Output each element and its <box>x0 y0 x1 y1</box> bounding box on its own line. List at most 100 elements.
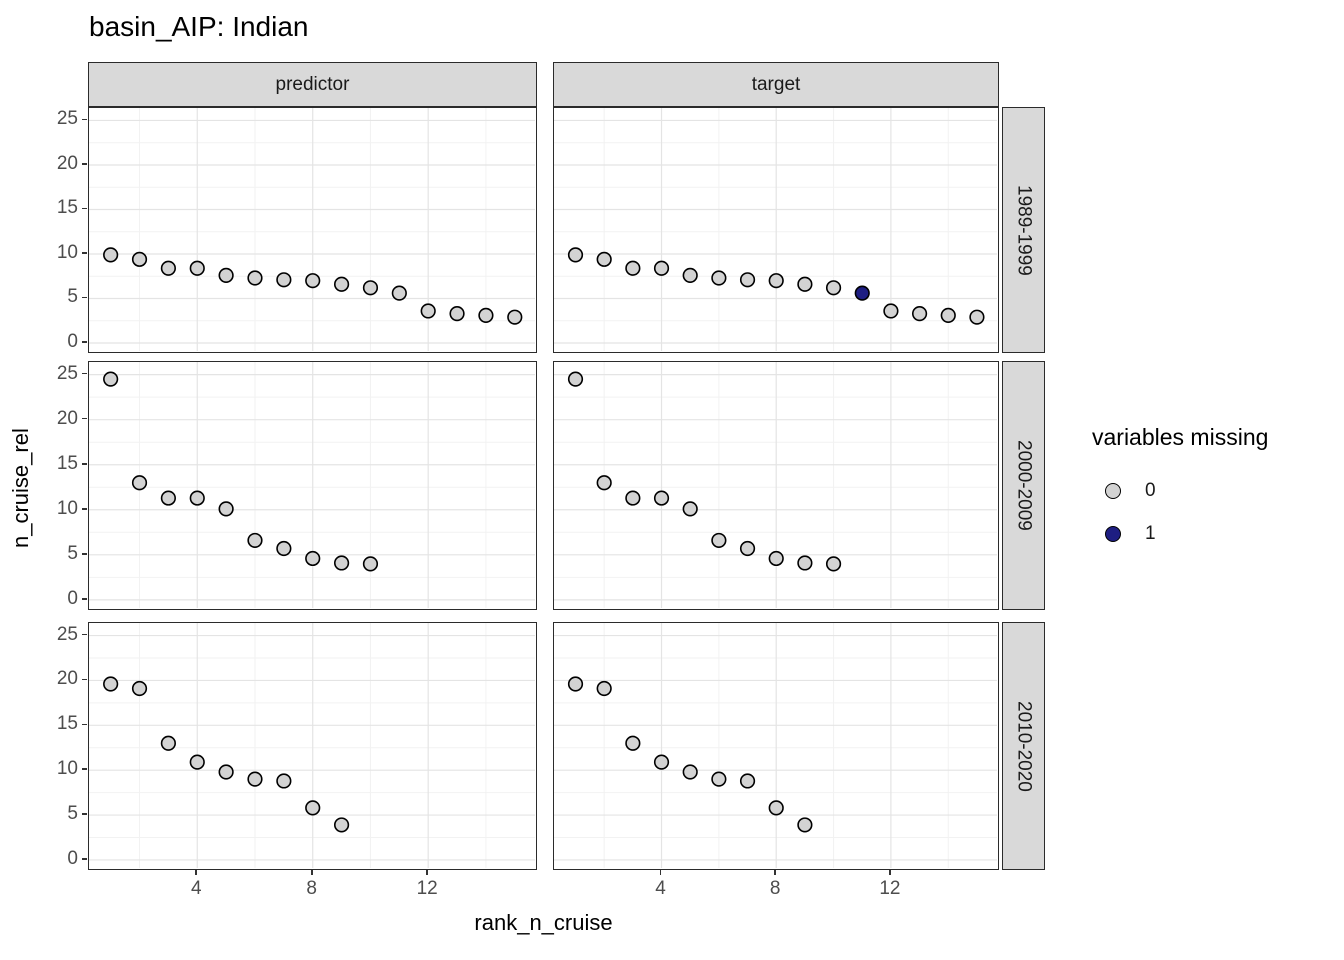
y-tick-label: 5 <box>67 286 78 308</box>
y-tick-mark <box>82 207 87 210</box>
y-tick-mark <box>82 813 87 815</box>
data-point <box>305 273 321 289</box>
data-point <box>797 555 813 571</box>
panel-svg <box>89 362 535 608</box>
data-point <box>276 540 292 557</box>
panel <box>88 107 537 353</box>
data-point <box>682 764 698 780</box>
y-tick-label: 5 <box>67 803 78 825</box>
facet-col-strip: predictor <box>88 62 537 107</box>
y-tick-label: 25 <box>56 623 78 645</box>
data-point <box>739 773 756 789</box>
panel-svg <box>89 623 535 868</box>
facet-col-strip-label: predictor <box>275 73 350 95</box>
data-point <box>711 771 727 787</box>
x-tick-label: 4 <box>655 878 666 899</box>
y-tick-mark <box>82 723 87 726</box>
data-point <box>883 303 899 319</box>
data-point <box>739 540 756 557</box>
data-point <box>247 270 263 286</box>
data-point <box>218 501 234 517</box>
data-point <box>276 773 292 789</box>
y-tick-mark <box>82 598 87 600</box>
data-point <box>189 754 205 770</box>
panel <box>553 361 999 610</box>
data-point <box>507 309 523 325</box>
x-tick-mark <box>426 870 428 875</box>
y-tick-mark <box>82 633 87 636</box>
data-point <box>362 280 379 296</box>
legend-key-circle <box>1105 526 1121 542</box>
panel <box>88 622 537 870</box>
data-point <box>739 272 756 288</box>
data-point <box>420 303 436 319</box>
data-point <box>596 251 612 267</box>
data-point <box>218 267 234 283</box>
data-point <box>276 272 292 288</box>
facet-row-strip: 1989-1999 <box>1002 107 1045 353</box>
y-tick-label: 0 <box>67 330 78 352</box>
y-tick-mark <box>82 768 87 770</box>
data-point <box>160 735 176 751</box>
data-point <box>711 270 727 286</box>
legend-item: 0 <box>1105 480 1156 502</box>
y-tick-mark <box>82 296 87 299</box>
data-point <box>478 307 494 323</box>
facet-row-strip-label: 2000-2009 <box>1013 440 1035 531</box>
data-point <box>825 280 842 296</box>
data-point <box>969 309 985 325</box>
facet-col-strip-label: target <box>751 73 801 95</box>
y-tick-label: 20 <box>56 668 78 690</box>
y-tick-mark <box>82 553 87 555</box>
data-point <box>768 550 784 567</box>
data-point <box>189 490 205 506</box>
panel <box>88 361 537 610</box>
x-tick-label: 12 <box>879 878 901 899</box>
facet-col-strip: target <box>553 62 999 107</box>
x-tick-mark <box>195 870 198 875</box>
data-point <box>103 676 119 692</box>
data-point <box>911 306 928 322</box>
data-point <box>333 817 350 833</box>
legend-title: variables missing <box>1092 424 1269 450</box>
panel <box>553 107 999 353</box>
y-tick-mark <box>82 417 87 420</box>
data-point <box>711 532 727 549</box>
y-tick-label: 0 <box>67 847 78 869</box>
y-tick-mark <box>82 341 87 343</box>
y-tick-mark <box>82 163 87 165</box>
data-point <box>625 490 641 506</box>
data-point <box>567 371 584 387</box>
data-point <box>797 817 813 833</box>
data-point <box>825 556 842 572</box>
data-point <box>768 800 784 816</box>
data-point <box>854 285 870 301</box>
data-point <box>333 276 350 292</box>
data-point <box>940 307 956 323</box>
data-point <box>625 260 641 276</box>
data-point <box>333 555 350 571</box>
data-point <box>682 501 698 517</box>
y-tick-mark <box>82 858 87 860</box>
data-point <box>653 754 670 770</box>
x-tick-mark <box>889 870 891 875</box>
facet-row-strip: 2010-2020 <box>1002 622 1045 870</box>
y-axis-title: n_cruise_rel <box>8 428 33 549</box>
y-tick-label: 25 <box>56 362 78 384</box>
y-tick-label: 20 <box>56 152 78 174</box>
data-point <box>567 676 584 692</box>
panel-svg <box>89 108 535 351</box>
legend-entry-label: 1 <box>1145 523 1156 544</box>
data-point <box>449 306 465 322</box>
x-axis-title: rank_n_cruise <box>474 910 613 935</box>
data-point <box>362 556 379 572</box>
data-point <box>131 680 148 697</box>
data-point <box>768 273 784 289</box>
data-point <box>131 251 148 267</box>
data-point <box>596 680 612 697</box>
y-tick-label: 10 <box>56 497 78 519</box>
data-point <box>391 285 407 301</box>
panel-svg <box>554 362 997 608</box>
legend-entry-label: 0 <box>1145 480 1156 501</box>
